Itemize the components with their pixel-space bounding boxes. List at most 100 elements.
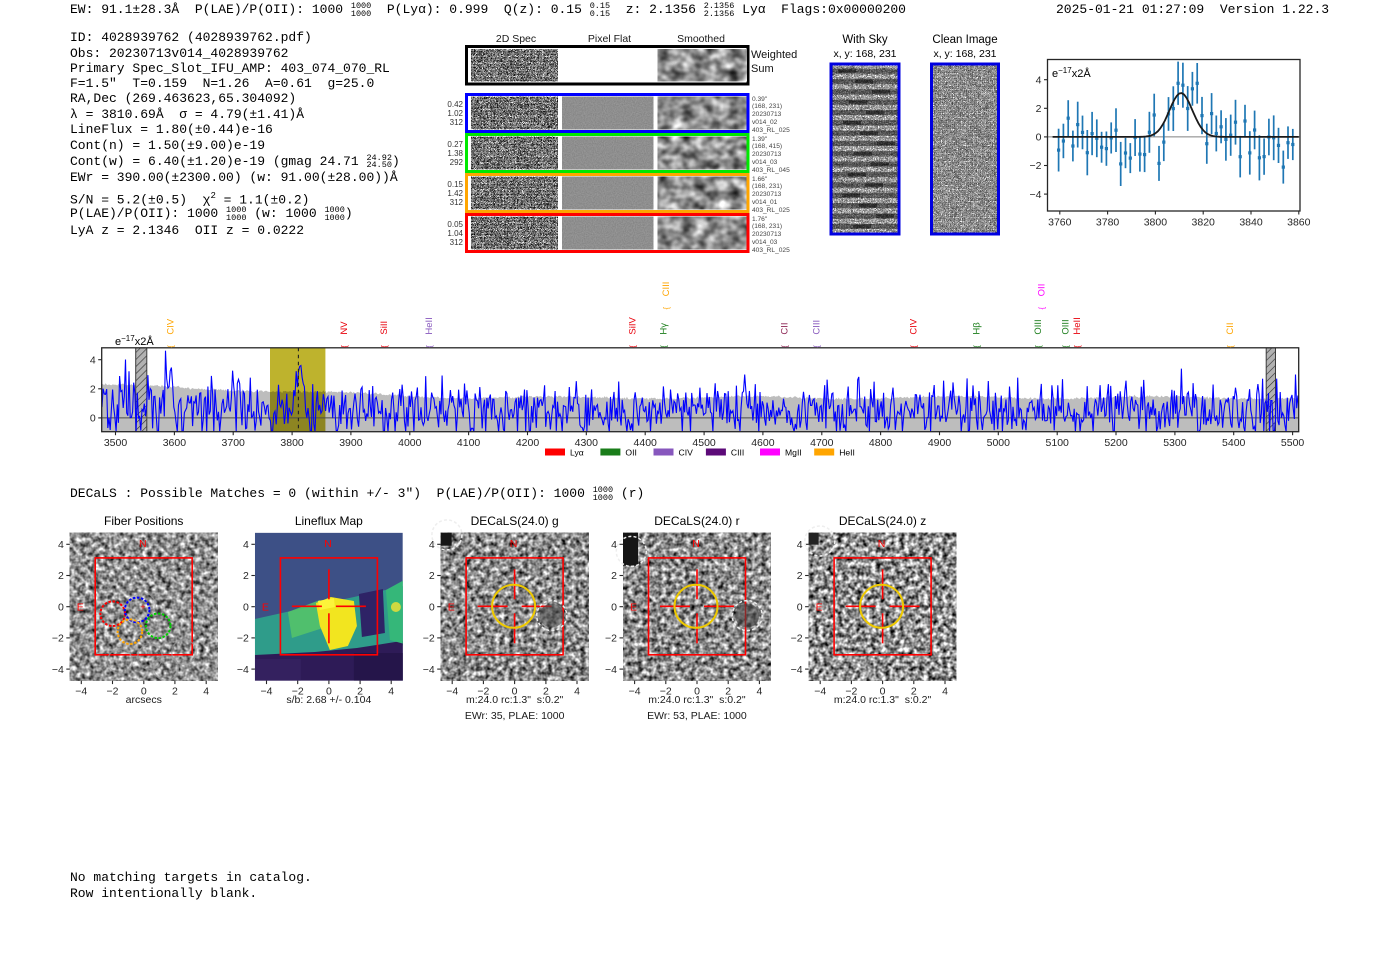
svg-text:5400: 5400 [1222,437,1246,449]
svg-text:−4: −4 [261,685,273,697]
svg-text:0: 0 [880,685,886,697]
svg-text:4700: 4700 [810,437,834,449]
svg-text:4800: 4800 [869,437,893,449]
svg-text:0: 0 [512,685,518,697]
svg-text:−2: −2 [107,685,119,697]
svg-text:2: 2 [243,570,249,582]
svg-text:0: 0 [797,601,803,613]
svg-text:E: E [262,602,269,614]
svg-text:2: 2 [797,570,803,582]
svg-text:CIV: CIV [679,448,694,458]
svg-text:3800: 3800 [280,437,304,449]
svg-text:N: N [878,538,886,550]
svg-text:−2: −2 [1030,160,1042,172]
svg-text:0: 0 [694,685,700,697]
svg-text:{CII: {CII [1225,322,1236,347]
svg-text:−2: −2 [423,633,435,645]
svg-text:2: 2 [725,685,731,697]
svg-text:{OIII: {OIII [1033,319,1044,347]
svg-text:4300: 4300 [575,437,599,449]
svg-text:2: 2 [543,685,549,697]
svg-text:3760: 3760 [1048,217,1072,229]
svg-text:0: 0 [90,413,96,425]
svg-text:N: N [324,538,332,550]
svg-text:2: 2 [90,384,96,396]
svg-text:4: 4 [388,685,394,697]
svg-text:4000: 4000 [398,437,422,449]
svg-text:4: 4 [797,539,803,551]
svg-text:2: 2 [172,685,178,697]
svg-text:5200: 5200 [1104,437,1128,449]
svg-text:CIII: CIII [731,448,744,458]
svg-text:−2: −2 [237,633,249,645]
svg-text:4: 4 [203,685,209,697]
svg-text:0: 0 [326,685,332,697]
svg-text:4: 4 [1036,74,1042,86]
svg-text:HeII: HeII [839,448,855,458]
svg-text:2: 2 [429,570,435,582]
svg-text:2: 2 [357,685,363,697]
svg-text:5000: 5000 [987,437,1011,449]
svg-text:3820: 3820 [1192,217,1216,229]
svg-text:−4: −4 [446,685,458,697]
svg-text:{Hγ: {Hγ [659,323,670,348]
svg-text:−2: −2 [845,685,857,697]
svg-text:4: 4 [942,685,948,697]
svg-text:N: N [692,538,700,550]
svg-text:E: E [630,602,637,614]
svg-text:4400: 4400 [634,437,658,449]
svg-text:4: 4 [756,685,762,697]
svg-text:3600: 3600 [163,437,187,449]
svg-text:−4: −4 [52,664,64,676]
svg-text:{HeII: {HeII [1072,317,1083,348]
svg-text:E: E [77,602,84,614]
svg-text:{OII: {OII [1037,284,1048,310]
svg-text:−4: −4 [605,664,617,676]
svg-text:4100: 4100 [457,437,481,449]
svg-text:4: 4 [611,539,617,551]
svg-text:{OIII: {OIII [1061,319,1072,347]
svg-text:{NV: {NV [339,321,350,348]
svg-text:−4: −4 [1030,189,1042,201]
svg-text:−4: −4 [791,664,803,676]
svg-text:N: N [139,538,147,550]
svg-text:−4: −4 [75,685,87,697]
svg-text:+: + [140,602,145,612]
svg-text:4500: 4500 [692,437,716,449]
svg-text:OII: OII [625,448,636,458]
svg-text:4600: 4600 [751,437,775,449]
svg-text:−2: −2 [52,633,64,645]
svg-text:2: 2 [58,570,64,582]
svg-text:−2: −2 [660,685,672,697]
svg-text:3500: 3500 [104,437,128,449]
svg-text:−4: −4 [814,685,826,697]
svg-text:Lyα: Lyα [570,448,584,458]
svg-text:{CIV: {CIV [908,318,919,348]
svg-text:E: E [816,602,823,614]
svg-text:{HeII: {HeII [424,317,435,348]
svg-text:2: 2 [611,570,617,582]
svg-text:−2: −2 [477,685,489,697]
svg-text:0: 0 [429,601,435,613]
svg-text:4900: 4900 [928,437,952,449]
svg-text:4: 4 [58,539,64,551]
svg-text:5300: 5300 [1163,437,1187,449]
svg-text:2: 2 [911,685,917,697]
svg-text:{SiIV: {SiIV [628,317,639,348]
svg-text:4: 4 [90,354,96,366]
svg-text:4: 4 [243,539,249,551]
svg-text:3900: 3900 [339,437,363,449]
svg-text:4200: 4200 [516,437,540,449]
svg-text:N: N [510,538,518,550]
svg-text:−2: −2 [292,685,304,697]
svg-text:{Hβ: {Hβ [971,322,982,348]
svg-text:{CII: {CII [779,322,790,347]
svg-text:2: 2 [1036,103,1042,115]
svg-text:3700: 3700 [222,437,246,449]
svg-text:−2: −2 [791,633,803,645]
svg-text:0: 0 [611,601,617,613]
svg-text:{CIII: {CIII [661,282,672,310]
svg-text:0: 0 [141,685,147,697]
svg-text:−4: −4 [629,685,641,697]
svg-text:−4: −4 [237,664,249,676]
